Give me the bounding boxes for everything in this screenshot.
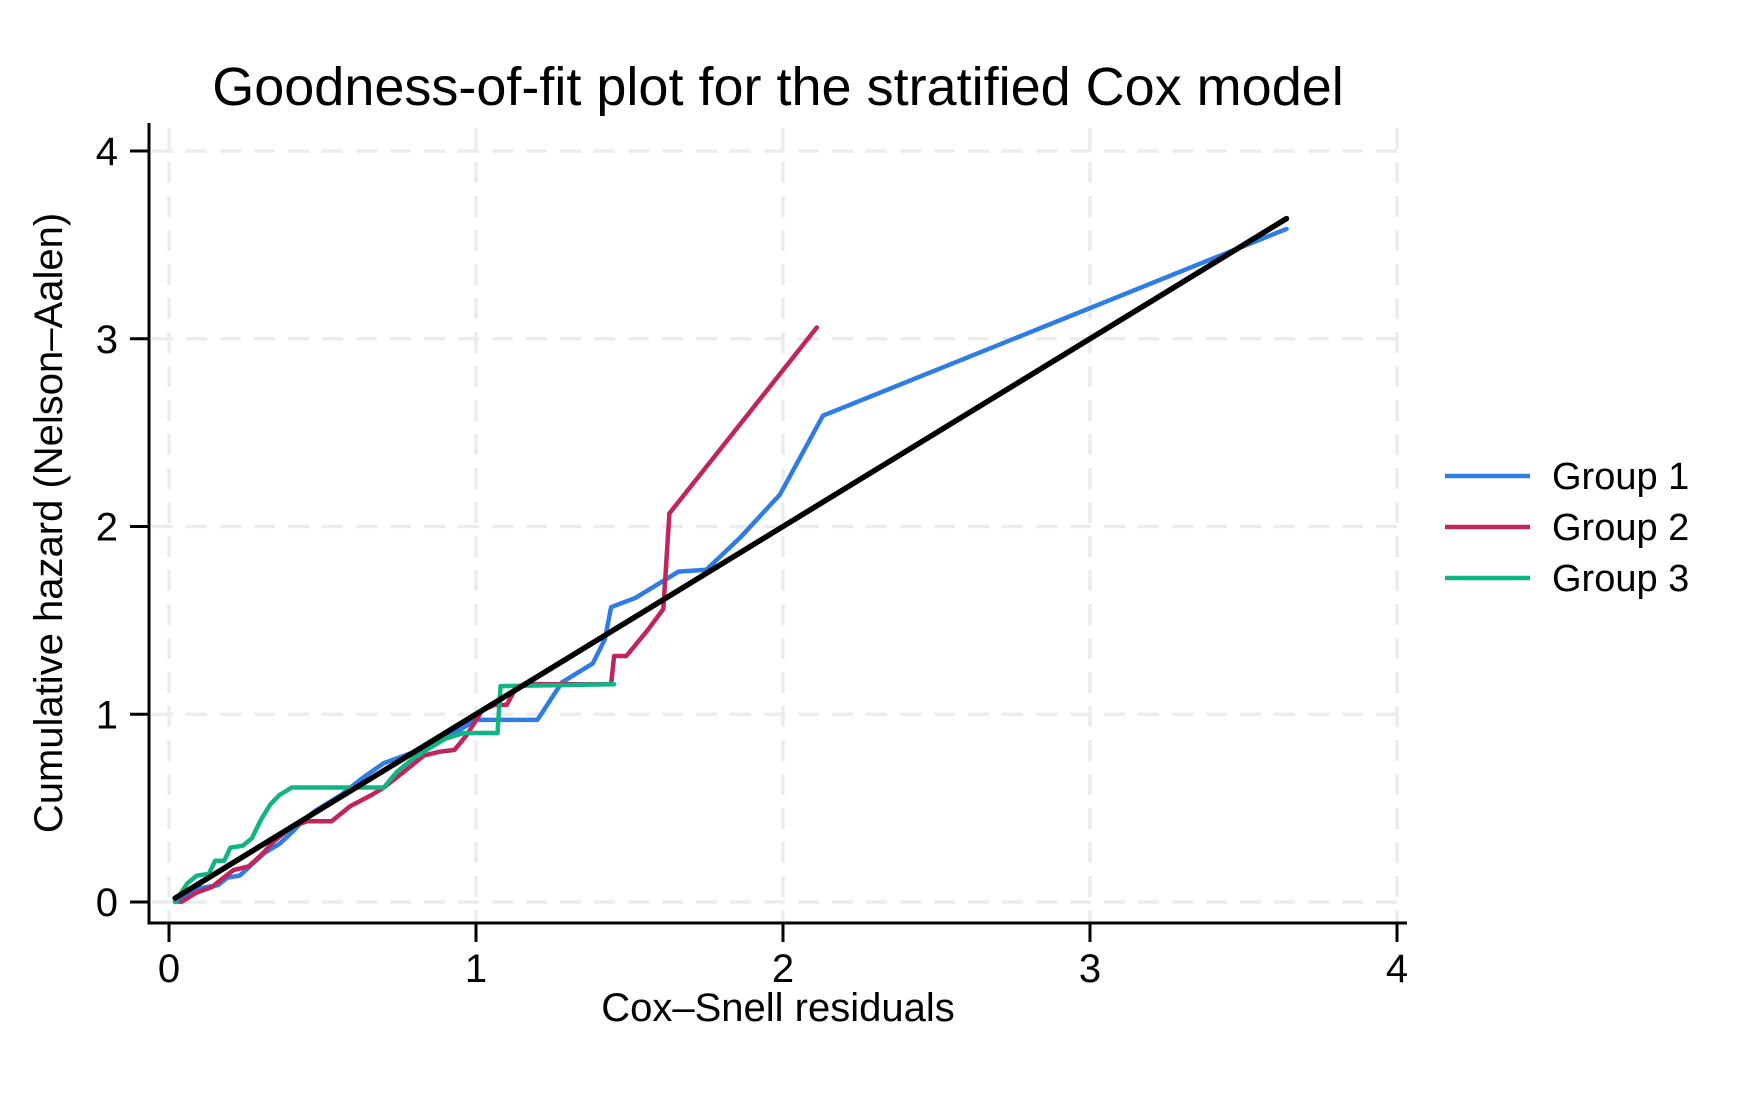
x-tick-label: 2 [772,947,794,991]
series-line-45-degree-reference-line [172,215,1290,901]
series-line-group-2 [179,325,820,905]
x-tick-label: 3 [1079,947,1101,991]
y-axis-title: Cumulative hazard (Nelson–Aalen) [27,213,71,833]
axes [147,123,1407,925]
legend-label-group-1: Group 1 [1552,456,1689,498]
data-series [172,215,1290,905]
y-tick-label: 1 [96,693,118,737]
legend-label-group-2: Group 2 [1552,507,1689,549]
series-line-group-3 [172,681,617,905]
gridlines [152,128,1410,923]
y-tick-label: 0 [96,881,118,925]
chart-title: Goodness-of-fit plot for the stratified … [212,57,1344,117]
y-tick-label: 3 [96,318,118,362]
legend: Group 1 Group 2 Group 3 [1445,456,1689,600]
x-axis-title: Cox–Snell residuals [601,986,955,1030]
y-tick-label: 4 [96,130,118,174]
x-tick-label: 0 [158,947,180,991]
y-tick-label: 2 [96,506,118,550]
series-line-group-1 [175,226,1289,905]
legend-label-group-3: Group 3 [1552,558,1689,600]
tick-marks-and-labels: 0 1 2 3 4 0 1 2 3 4 [96,130,1408,991]
x-tick-label: 4 [1386,947,1408,991]
x-tick-label: 1 [465,947,487,991]
axis-spines [147,123,1407,925]
